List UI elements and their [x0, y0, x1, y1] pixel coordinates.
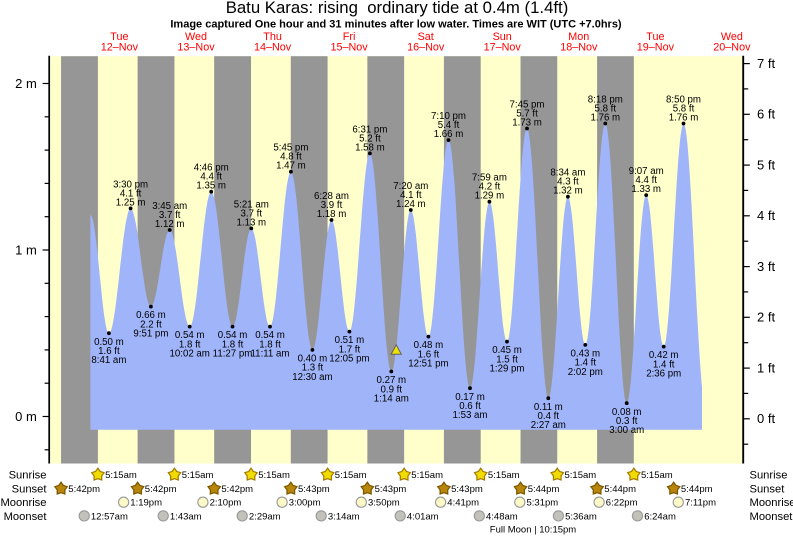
svg-text:5:15am: 5:15am	[182, 470, 214, 481]
svg-text:15–Nov: 15–Nov	[330, 42, 368, 54]
svg-text:2:10pm: 2:10pm	[210, 498, 242, 509]
svg-text:5:15am: 5:15am	[411, 470, 443, 481]
svg-text:5:15am: 5:15am	[105, 470, 137, 481]
svg-text:1.76 m: 1.76 m	[669, 112, 699, 123]
svg-text:Moonset: Moonset	[750, 511, 793, 523]
svg-text:5:15am: 5:15am	[335, 470, 367, 481]
svg-text:1.35 m: 1.35 m	[196, 181, 226, 192]
svg-text:5:15am: 5:15am	[565, 470, 597, 481]
svg-text:Sunset: Sunset	[12, 483, 48, 495]
svg-text:1:29 pm: 1:29 pm	[489, 364, 524, 375]
svg-text:8:41 am: 8:41 am	[91, 355, 126, 366]
svg-text:16–Nov: 16–Nov	[407, 42, 445, 54]
svg-text:1 m: 1 m	[15, 242, 37, 257]
svg-text:2:02 pm: 2:02 pm	[568, 367, 603, 378]
svg-text:7 ft: 7 ft	[757, 56, 775, 71]
svg-text:12:51 pm: 12:51 pm	[408, 359, 448, 370]
svg-text:2:29am: 2:29am	[249, 511, 281, 522]
svg-text:Moonrise: Moonrise	[750, 497, 793, 509]
svg-text:1.76 m: 1.76 m	[590, 112, 620, 123]
svg-text:12:05 pm: 12:05 pm	[329, 354, 369, 365]
svg-text:3:00 am: 3:00 am	[609, 425, 644, 436]
svg-text:1.29 m: 1.29 m	[475, 191, 505, 202]
svg-text:5:43pm: 5:43pm	[298, 484, 330, 495]
svg-text:Moonrise: Moonrise	[0, 497, 46, 509]
svg-text:9:51 pm: 9:51 pm	[133, 329, 168, 340]
svg-text:2:27 am: 2:27 am	[531, 420, 566, 431]
svg-text:13–Nov: 13–Nov	[177, 42, 215, 54]
svg-text:1:43am: 1:43am	[170, 511, 202, 522]
svg-text:5:42pm: 5:42pm	[221, 484, 253, 495]
svg-text:Full Moon | 10:15pm: Full Moon | 10:15pm	[490, 524, 577, 535]
svg-text:12:57am: 12:57am	[91, 511, 128, 522]
svg-text:5:31pm: 5:31pm	[527, 498, 559, 509]
svg-text:3 ft: 3 ft	[757, 259, 775, 274]
svg-text:Image captured One hour and 31: Image captured One hour and 31 minutes a…	[170, 19, 622, 31]
svg-text:1:53 am: 1:53 am	[452, 410, 487, 421]
svg-text:17–Nov: 17–Nov	[484, 42, 522, 54]
svg-text:3:14am: 3:14am	[328, 511, 360, 522]
svg-text:Sunrise: Sunrise	[750, 469, 788, 481]
svg-text:1.13 m: 1.13 m	[236, 217, 266, 228]
svg-text:Moonset: Moonset	[4, 511, 48, 523]
svg-text:14–Nov: 14–Nov	[254, 42, 292, 54]
svg-text:12:30 am: 12:30 am	[292, 372, 332, 383]
svg-text:5:44pm: 5:44pm	[528, 484, 560, 495]
svg-text:1.18 m: 1.18 m	[317, 209, 347, 220]
svg-text:4:01am: 4:01am	[407, 511, 439, 522]
svg-text:4 ft: 4 ft	[757, 208, 775, 223]
svg-text:3:00pm: 3:00pm	[289, 498, 321, 509]
svg-text:2 ft: 2 ft	[757, 310, 775, 325]
svg-text:Sunset: Sunset	[750, 483, 786, 495]
svg-text:5:15am: 5:15am	[488, 470, 520, 481]
svg-text:6:22pm: 6:22pm	[606, 498, 638, 509]
svg-text:1.32 m: 1.32 m	[553, 186, 583, 197]
svg-text:20–Nov: 20–Nov	[713, 42, 751, 54]
svg-text:12–Nov: 12–Nov	[101, 42, 139, 54]
svg-text:7:11pm: 7:11pm	[685, 498, 716, 509]
svg-text:6 ft: 6 ft	[757, 107, 775, 122]
svg-text:5:44pm: 5:44pm	[681, 484, 713, 495]
svg-text:5:15am: 5:15am	[258, 470, 290, 481]
svg-text:2 m: 2 m	[15, 76, 37, 91]
svg-text:19–Nov: 19–Nov	[637, 42, 675, 54]
svg-text:5:43pm: 5:43pm	[375, 484, 407, 495]
svg-text:5:42pm: 5:42pm	[68, 484, 100, 495]
svg-text:1.25 m: 1.25 m	[116, 197, 146, 208]
svg-text:5:44pm: 5:44pm	[604, 484, 636, 495]
svg-text:1.66 m: 1.66 m	[434, 129, 464, 140]
svg-text:5:36am: 5:36am	[565, 511, 597, 522]
svg-text:5:15am: 5:15am	[641, 470, 673, 481]
svg-text:2:36 pm: 2:36 pm	[646, 369, 681, 380]
svg-text:3:50pm: 3:50pm	[368, 498, 400, 509]
svg-text:18–Nov: 18–Nov	[560, 42, 598, 54]
svg-text:1.24 m: 1.24 m	[396, 199, 426, 210]
svg-text:1.58 m: 1.58 m	[355, 142, 385, 153]
svg-text:5:43pm: 5:43pm	[451, 484, 483, 495]
svg-text:10:02 am: 10:02 am	[169, 349, 209, 360]
svg-text:1.33 m: 1.33 m	[631, 184, 661, 195]
svg-text:5 ft: 5 ft	[757, 158, 775, 173]
svg-text:1 ft: 1 ft	[757, 360, 775, 375]
svg-text:1.73 m: 1.73 m	[512, 117, 542, 128]
svg-text:1:19pm: 1:19pm	[130, 498, 162, 509]
svg-text:0 m: 0 m	[15, 409, 37, 424]
svg-text:0 ft: 0 ft	[757, 411, 775, 426]
svg-text:1.47 m: 1.47 m	[276, 161, 306, 172]
svg-text:Sunrise: Sunrise	[9, 469, 47, 481]
svg-text:4:48am: 4:48am	[486, 511, 518, 522]
svg-text:4:41pm: 4:41pm	[447, 498, 479, 509]
svg-text:Batu Karas: rising ordinary t: Batu Karas: rising ordinary tide at 0.4m…	[226, 0, 569, 17]
svg-text:6:24am: 6:24am	[644, 511, 676, 522]
svg-text:11:11 am: 11:11 am	[251, 349, 290, 360]
svg-text:5:42pm: 5:42pm	[145, 484, 177, 495]
svg-text:1.12 m: 1.12 m	[155, 219, 185, 230]
svg-text:1:14 am: 1:14 am	[374, 394, 409, 405]
svg-text:11:27 pm: 11:27 pm	[213, 349, 253, 360]
